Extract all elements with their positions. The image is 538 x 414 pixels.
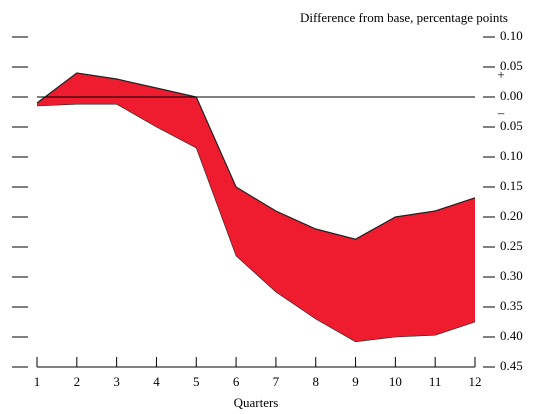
y-tick-label: 0.10 [500,28,523,43]
x-tick-label: 6 [233,374,240,389]
y-tick-label: 0.35 [500,298,523,313]
minus-sign: – [497,105,505,120]
y-tick-label: 0.20 [500,208,523,223]
y-tick-label: 0.10 [500,148,523,163]
y-tick-label: 0.15 [500,178,523,193]
plus-sign: + [497,67,504,82]
x-tick-label: 5 [193,374,200,389]
x-tick-label: 7 [273,374,280,389]
y-tick-label: 0.30 [500,268,523,283]
x-tick-label: 11 [429,374,442,389]
x-tick-label: 9 [352,374,359,389]
y-tick-label: 0.00 [500,88,523,103]
band-area [37,73,475,342]
x-tick-label: 8 [312,374,319,389]
x-tick-label: 12 [469,374,482,389]
x-tick-label: 2 [74,374,81,389]
band-lower-edge [36,103,476,343]
y-tick-label: 0.25 [500,238,523,253]
x-tick-label: 10 [389,374,402,389]
y-tick-label: 0.45 [500,358,523,373]
x-axis-label: Quarters [234,395,279,410]
chart-title: Difference from base, percentage points [300,10,508,25]
band-upper-edge [36,72,476,240]
x-tick-label: 4 [153,374,160,389]
x-tick-label: 1 [34,374,41,389]
y-tick-label: 0.05 [500,118,523,133]
x-tick-label: 3 [113,374,120,389]
y-tick-label: 0.05 [500,58,523,73]
y-tick-label: 0.40 [500,328,523,343]
